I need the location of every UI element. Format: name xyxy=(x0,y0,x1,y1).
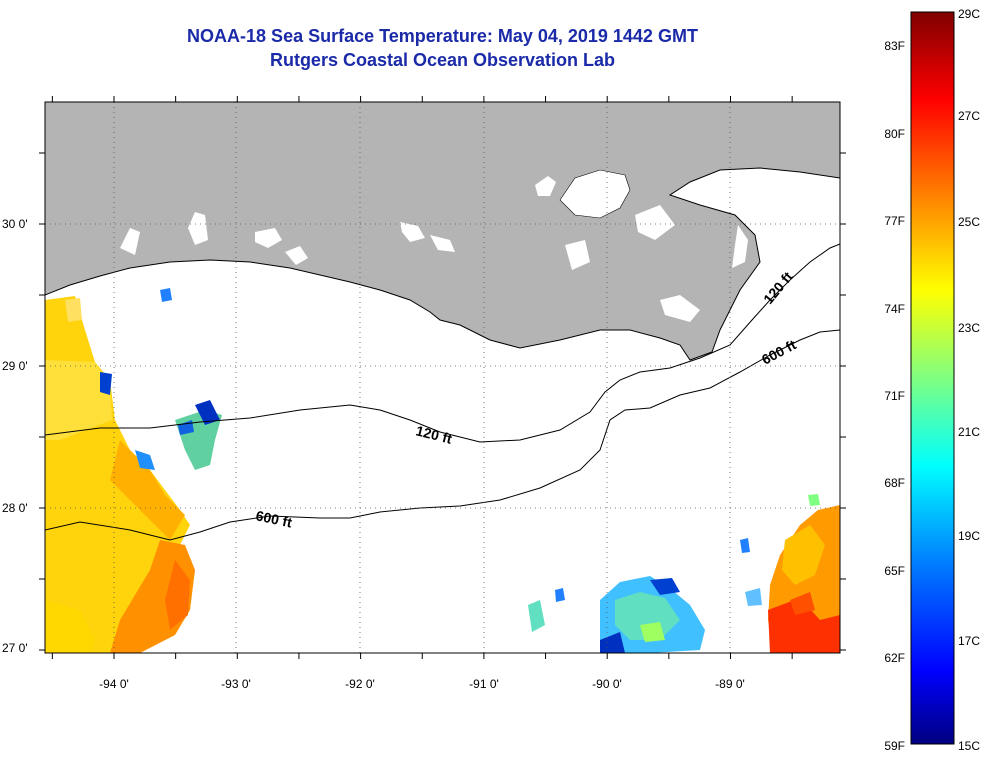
colorbar-f-label: 74F xyxy=(884,302,905,316)
map-subtitle: Rutgers Coastal Ocean Observation Lab xyxy=(269,50,616,70)
lat-label: 27 0' xyxy=(2,641,28,655)
lon-label: -91 0' xyxy=(469,677,499,691)
colorbar-c-label: 15C xyxy=(958,739,980,753)
map-frame xyxy=(44,101,841,654)
longitude-labels: -94 0' -93 0' -92 0' -91 0' -90 0' -89 0… xyxy=(99,677,745,691)
sst-east-patch xyxy=(740,494,840,653)
sst-mid-blobs xyxy=(65,288,222,470)
map-title: NOAA-18 Sea Surface Temperature: May 04,… xyxy=(187,26,698,46)
colorbar-f-label: 83F xyxy=(884,39,905,53)
colorbar-f-labels: 83F 80F 77F 74F 71F 68F 65F 62F 59F xyxy=(884,39,905,753)
lon-label: -92 0' xyxy=(345,677,375,691)
colorbar xyxy=(910,11,955,745)
axis-ticks xyxy=(39,96,846,659)
colorbar-c-label: 19C xyxy=(958,529,980,543)
latitude-labels: 30 0' 29 0' 28 0' 27 0' xyxy=(2,217,28,655)
lat-label: 29 0' xyxy=(2,359,28,373)
lon-label: -93 0' xyxy=(221,677,251,691)
colorbar-f-label: 62F xyxy=(884,651,905,665)
lat-label: 28 0' xyxy=(2,501,28,515)
sst-west-patch xyxy=(45,296,195,653)
contour-120ft xyxy=(45,243,840,443)
lake-misc-6 xyxy=(732,225,748,268)
lake-misc-1 xyxy=(285,246,308,265)
colorbar-f-label: 68F xyxy=(884,476,905,490)
lon-label: -90 0' xyxy=(592,677,622,691)
lake-calcasieu xyxy=(120,228,140,255)
lake-misc-4 xyxy=(565,240,590,270)
lake-misc-5 xyxy=(635,205,675,240)
colorbar-c-labels: 29C 27C 25C 23C 21C 19C 17C 15C xyxy=(958,7,980,753)
lon-label: -89 0' xyxy=(715,677,745,691)
lake-misc-7 xyxy=(660,295,700,322)
colorbar-c-label: 27C xyxy=(958,109,980,123)
colorbar-f-label: 77F xyxy=(884,214,905,228)
sst-south-patch xyxy=(528,576,705,653)
contour-600ft xyxy=(45,329,840,541)
contour-label-600ft-west: 600 ft xyxy=(254,507,293,530)
colorbar-c-label: 23C xyxy=(958,321,980,335)
lake-pontchartrain xyxy=(559,169,631,219)
colorbar-c-label: 17C xyxy=(958,634,980,648)
colorbar-f-label: 71F xyxy=(884,389,905,403)
lake-misc-3 xyxy=(430,235,455,252)
colorbar-f-label: 65F xyxy=(884,564,905,578)
lake-white xyxy=(255,228,282,248)
lon-label: -94 0' xyxy=(99,677,129,691)
lake-misc-2 xyxy=(400,222,425,242)
lake-maurepas xyxy=(535,176,556,196)
graticule xyxy=(45,102,840,653)
colorbar-f-label: 80F xyxy=(884,127,905,141)
land-louisiana xyxy=(45,102,840,361)
colorbar-c-label: 29C xyxy=(958,7,980,21)
colorbar-c-label: 25C xyxy=(958,215,980,229)
colorbar-c-label: 21C xyxy=(958,425,980,439)
lake-grand xyxy=(188,212,208,245)
lat-label: 30 0' xyxy=(2,217,28,231)
colorbar-f-label: 59F xyxy=(884,739,905,753)
